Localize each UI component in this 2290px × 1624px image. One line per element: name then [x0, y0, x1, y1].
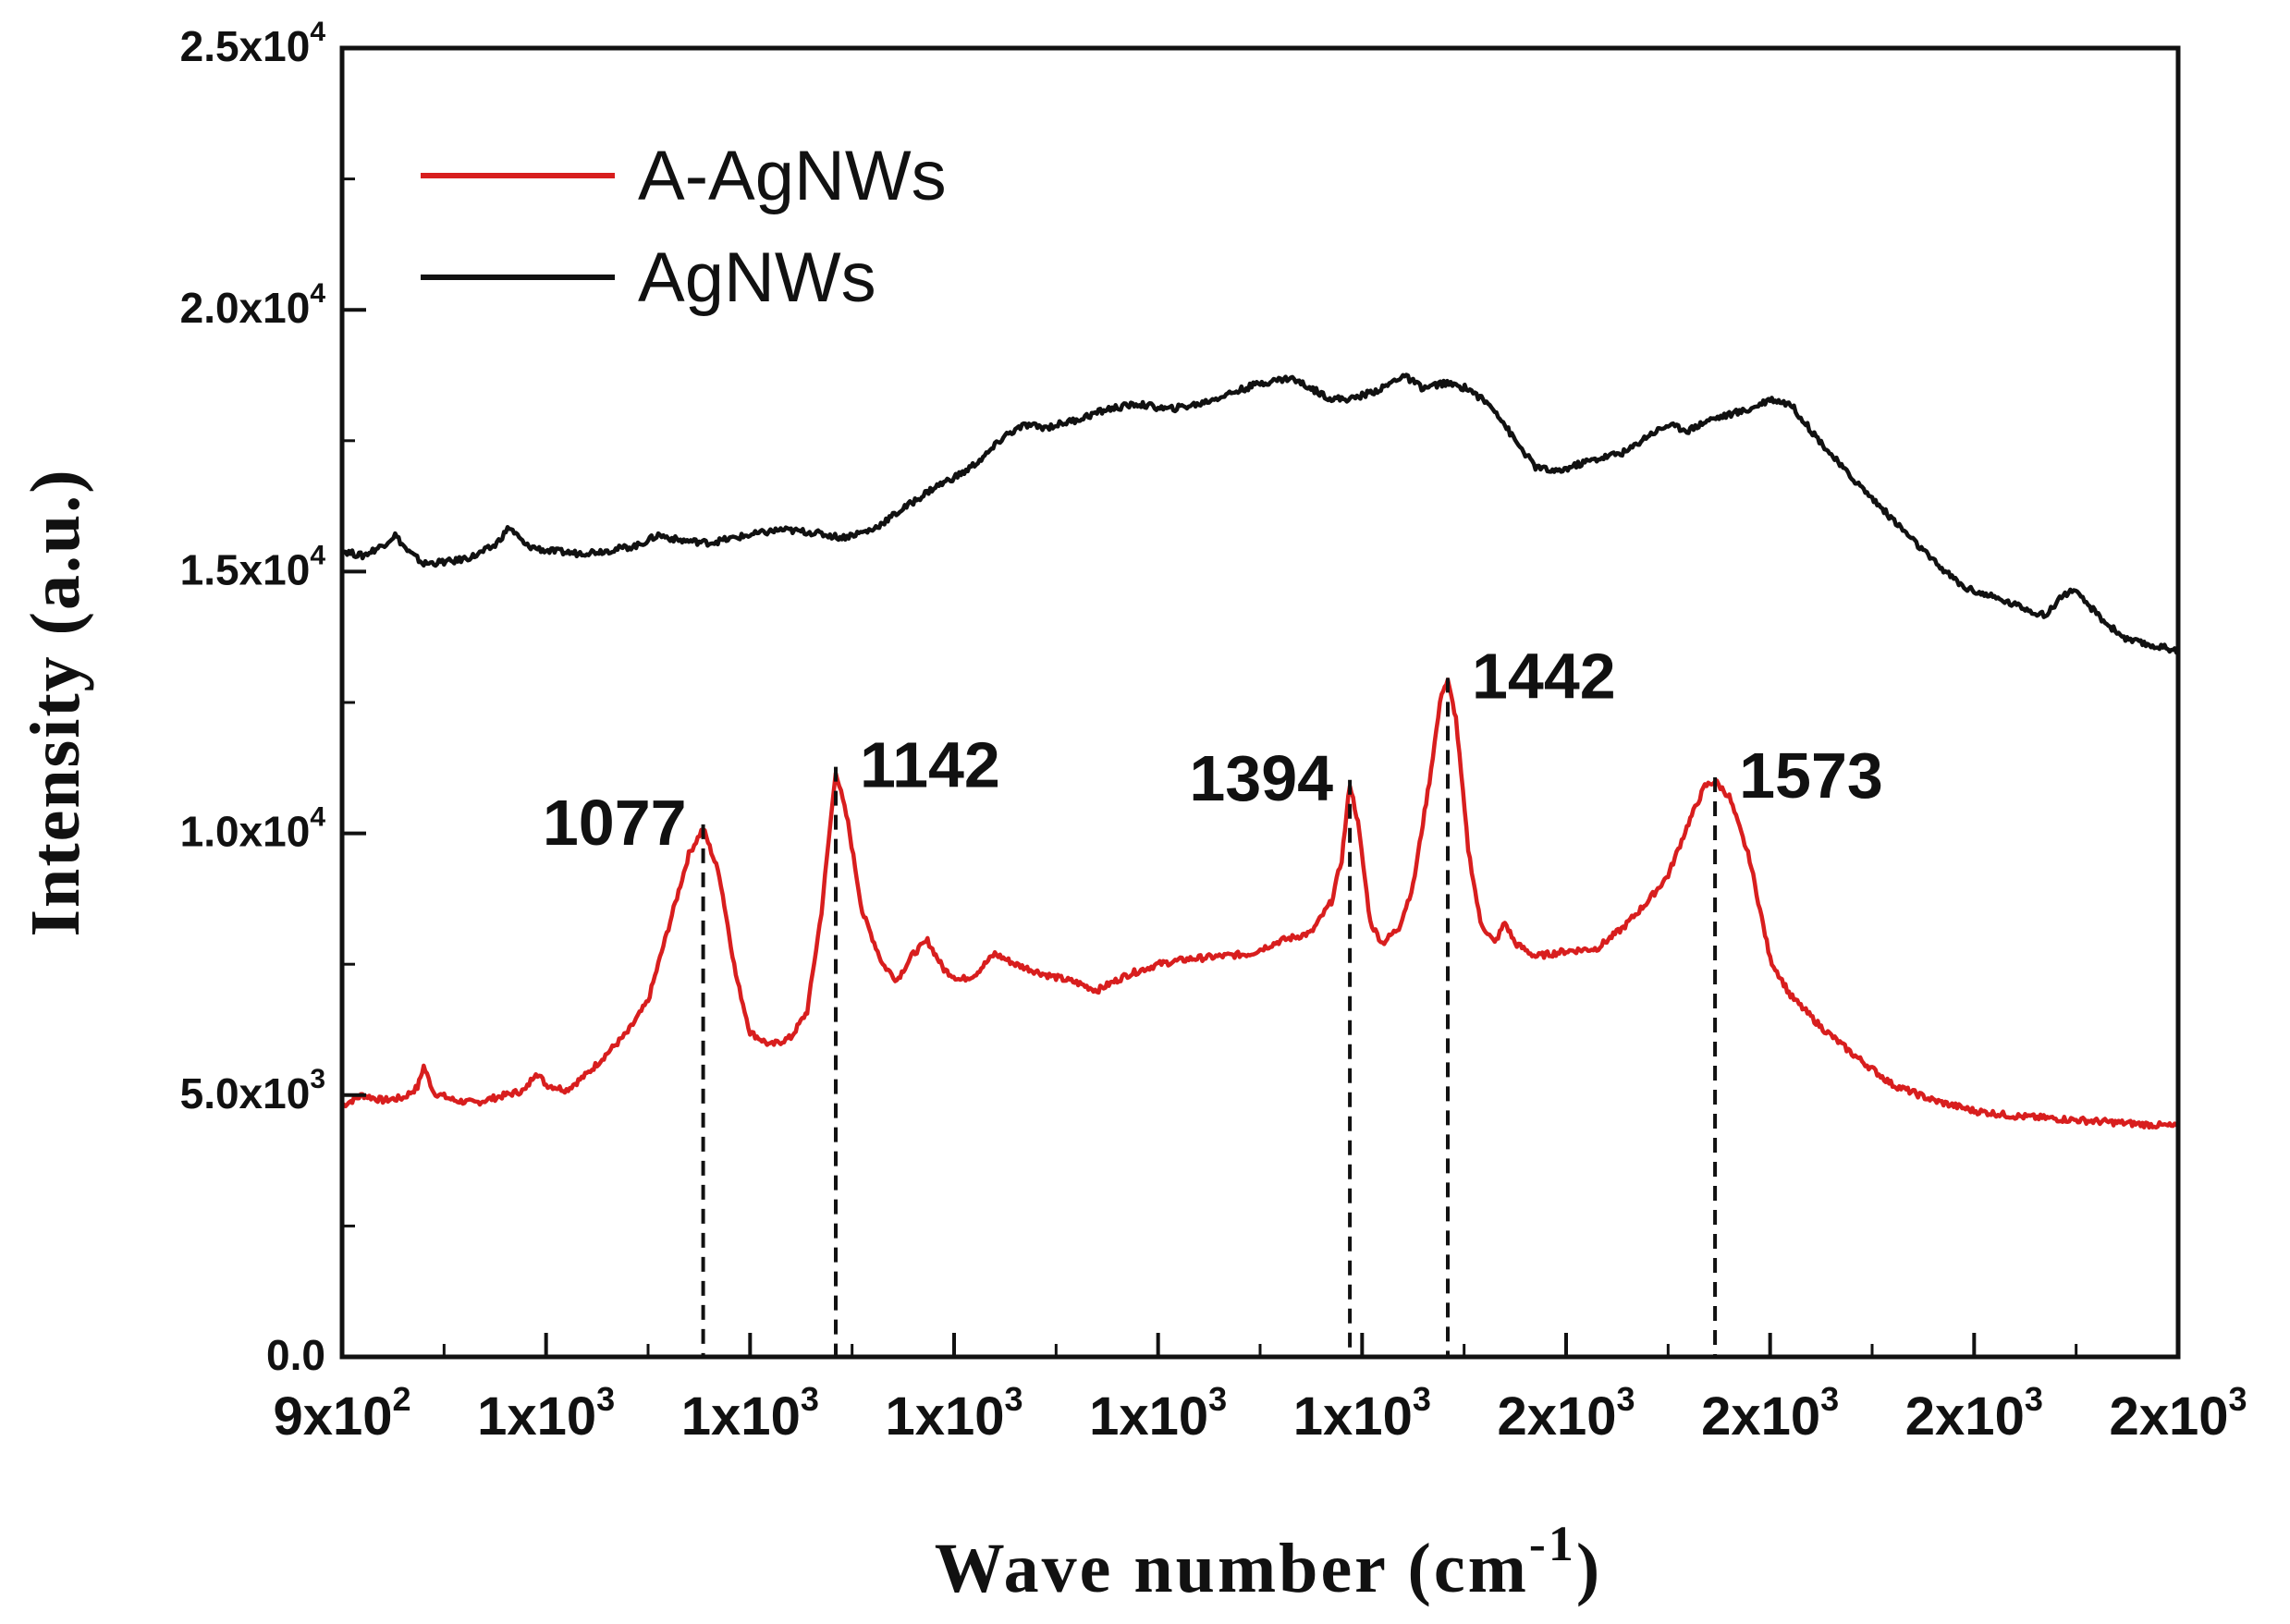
plot-frame — [339, 45, 2181, 1360]
x-axis-title-close: ) — [1576, 1530, 1602, 1607]
series-layer — [340, 372, 2180, 1130]
peak-label: 1142 — [860, 729, 1000, 801]
y-tick-label: 2.0x104 — [180, 278, 326, 332]
x-tick-label: 1x103 — [1293, 1380, 1431, 1447]
x-tick-label: 1x103 — [681, 1380, 819, 1447]
x-tick-label: 2x103 — [2109, 1380, 2247, 1447]
x-axis-title-sup: -1 — [1529, 1516, 1576, 1571]
axis-ticks: 9x102 1x103 1x103 1x103 1x103 1x103 2x103 2x103… — [180, 17, 2247, 1447]
legend-label-agnws: AgNWs — [638, 238, 876, 317]
x-tick-label: 1x103 — [1089, 1380, 1227, 1447]
x-tick-label: 1x103 — [885, 1380, 1023, 1447]
x-axis-title-main: Wave number (cm — [935, 1530, 1529, 1607]
y-tick-label: 1.0x104 — [180, 802, 326, 856]
y-tick-label: 0.0 — [266, 1331, 325, 1379]
y-tick-label: 2.5x104 — [180, 17, 326, 70]
x-tick-label: 9x102 — [273, 1380, 410, 1447]
series-line-agnws — [340, 372, 2180, 655]
x-tick-label: 2x103 — [1497, 1380, 1635, 1447]
y-tick-label: 1.5x104 — [180, 540, 326, 593]
peak-label: 1394 — [1189, 742, 1333, 814]
legend: A-AgNWs AgNWs — [421, 137, 947, 317]
peak-label: 1077 — [543, 787, 687, 859]
annotation-layer: 1077 1142 1394 1442 1573 — [543, 640, 1883, 1357]
legend-label-a-agnws: A-AgNWs — [638, 137, 947, 215]
x-tick-label: 2x103 — [1905, 1380, 2043, 1447]
x-axis-title: Wave number (cm-1) — [935, 1516, 1602, 1607]
peak-label: 1573 — [1739, 739, 1883, 812]
peak-label: 1442 — [1472, 640, 1616, 712]
x-tick-label: 2x103 — [1701, 1380, 1839, 1447]
y-tick-label: 5.0x103 — [180, 1064, 325, 1117]
x-tick-label: 1x103 — [477, 1380, 615, 1447]
y-axis-title: Intensity (a.u.) — [17, 468, 94, 936]
series-line-a-agnws — [340, 678, 2180, 1130]
